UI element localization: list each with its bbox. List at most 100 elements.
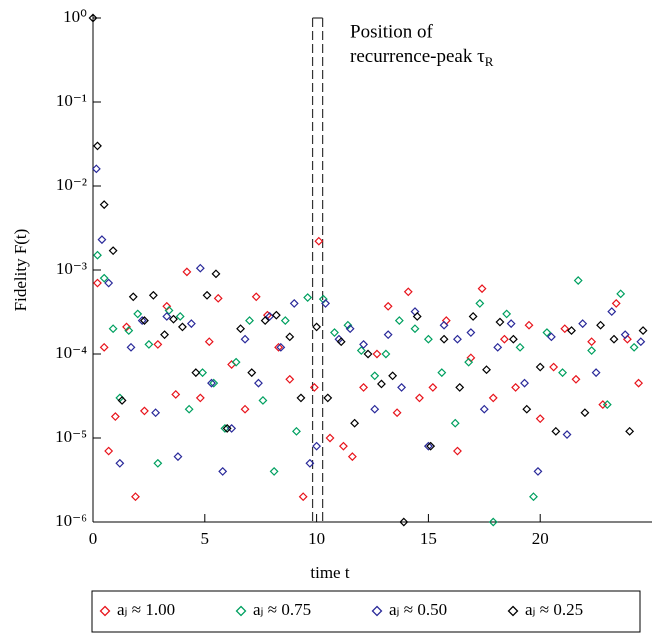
y-tick-label: 10⁻⁴ [55,343,87,362]
data-point [428,382,438,392]
data-point [220,423,230,433]
annotation-subscript: R [485,54,494,69]
data-point [126,342,136,352]
data-point [330,328,339,338]
x-tick-label: 20 [532,529,549,548]
data-point [271,310,281,320]
data-point [455,382,465,392]
data-point [305,458,315,468]
data-point [511,382,521,392]
data-point [607,307,617,317]
data-point [312,322,322,332]
data-point [392,408,402,418]
data-point [495,317,505,327]
data-point [124,326,134,336]
y-tick-label: 10⁰ [63,7,87,26]
y-tick-label: 10⁻⁶ [55,511,87,530]
legend-box [91,590,641,633]
data-point [343,320,353,330]
data-point [99,200,109,210]
data-point [195,263,205,273]
data-point [131,492,140,502]
data-point [93,250,102,260]
data-point [314,236,324,246]
data-point [222,423,232,433]
data-point [254,378,263,388]
data-point [207,378,216,388]
data-point [303,293,313,302]
data-point [160,330,170,340]
data-point [240,334,250,344]
data-point [93,141,102,151]
y-axis-label: Fidelity F(t) [11,229,30,312]
data-point [345,324,355,334]
data-point [638,326,648,336]
data-point [153,458,163,468]
data-point [298,492,308,502]
data-point [591,368,601,378]
data-point [412,311,422,321]
data-point [110,412,120,422]
data-point [376,379,386,389]
data-point [336,337,346,347]
data-point [218,466,228,476]
data-point [184,404,194,414]
data-point [97,235,107,245]
data-point [285,332,295,342]
data-point [524,320,534,330]
data-point [502,309,512,319]
data-point [338,441,348,451]
data-point [280,316,290,326]
data-point [383,330,393,340]
data-point [629,342,639,352]
data-point [611,298,621,308]
data-point [381,349,391,359]
data-point [506,319,516,329]
data-point [488,517,498,527]
data-point [466,328,476,338]
data-point [587,346,597,355]
data-point [137,316,147,326]
data-point [347,452,357,462]
data-point [198,368,208,378]
data-point [394,316,404,326]
data-point [616,289,626,299]
data-point [169,314,178,324]
data-point [549,362,559,372]
legend-label: aⱼ ≈ 0.50 [389,600,447,619]
data-point [515,342,525,352]
data-point [410,307,420,317]
data-point [453,334,462,344]
data-point [91,164,101,174]
data-point [596,320,606,330]
data-point [499,334,509,344]
data-point [292,426,301,436]
data-point [475,298,485,308]
data-point [245,316,254,326]
data-point [122,322,131,332]
data-point [321,298,330,308]
data-point [479,404,489,414]
legend-marker [235,605,247,617]
data-point [144,339,154,349]
data-point [399,517,409,527]
data-point [437,368,447,378]
data-point [477,284,487,294]
data-point [323,393,333,403]
data-point [363,349,373,359]
data-point [195,393,205,403]
legend-label: aⱼ ≈ 0.75 [253,600,311,619]
x-axis-label: time t [310,563,349,582]
data-point [634,378,644,388]
data-point [625,426,635,436]
data-point [108,324,118,334]
data-point [567,326,576,336]
legend-label: aⱼ ≈ 1.00 [117,600,175,619]
data-point [202,290,212,300]
data-point [562,430,572,439]
data-point [560,324,570,334]
data-point [439,334,449,344]
data-point [209,378,219,388]
data-point [439,320,449,330]
